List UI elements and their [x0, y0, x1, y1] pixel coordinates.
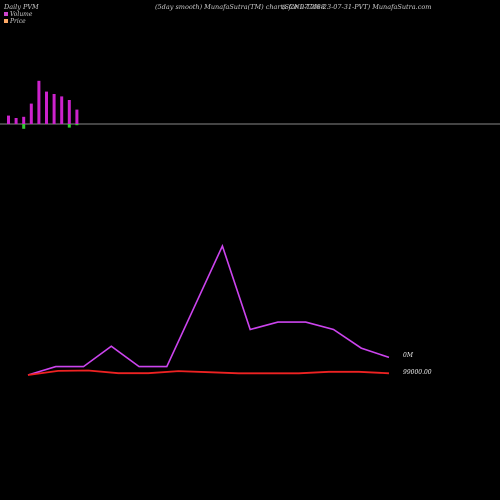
pvm-bar — [29, 103, 33, 124]
legend-item-price: Price — [4, 18, 26, 25]
price-line — [27, 369, 390, 376]
legend-swatch-volume — [4, 12, 8, 16]
pvm-bar-down — [75, 124, 79, 126]
pvm-bar-down — [67, 124, 71, 128]
chart-subtitle: (5day smooth) MunafaSutra(TM) charts for… — [155, 3, 325, 11]
pvm-bar — [75, 109, 79, 124]
volume-line — [27, 243, 390, 376]
pvm-bar — [22, 116, 26, 124]
legend-label-price: Price — [10, 18, 26, 25]
pvm-bar — [7, 115, 10, 124]
legend-item-volume: Volume — [4, 11, 32, 18]
pvm-bar-down — [22, 124, 26, 129]
pvm-bar — [37, 80, 41, 124]
pvm-bar — [52, 94, 56, 124]
chart-title: Daily PVM — [4, 3, 39, 11]
chart-source: (SCNL-12%-23-07-31-PVT) MunafaSutra.com — [282, 3, 432, 11]
volume-last-label: 0M — [403, 352, 413, 359]
pvm-bar — [67, 100, 71, 124]
pvm-bar — [60, 96, 64, 124]
price-last-label: 99000.00 — [403, 369, 432, 376]
pvm-bar — [45, 91, 48, 124]
pvm-bar — [14, 118, 18, 124]
legend-label-volume: Volume — [10, 11, 33, 18]
legend-swatch-price — [4, 19, 8, 23]
